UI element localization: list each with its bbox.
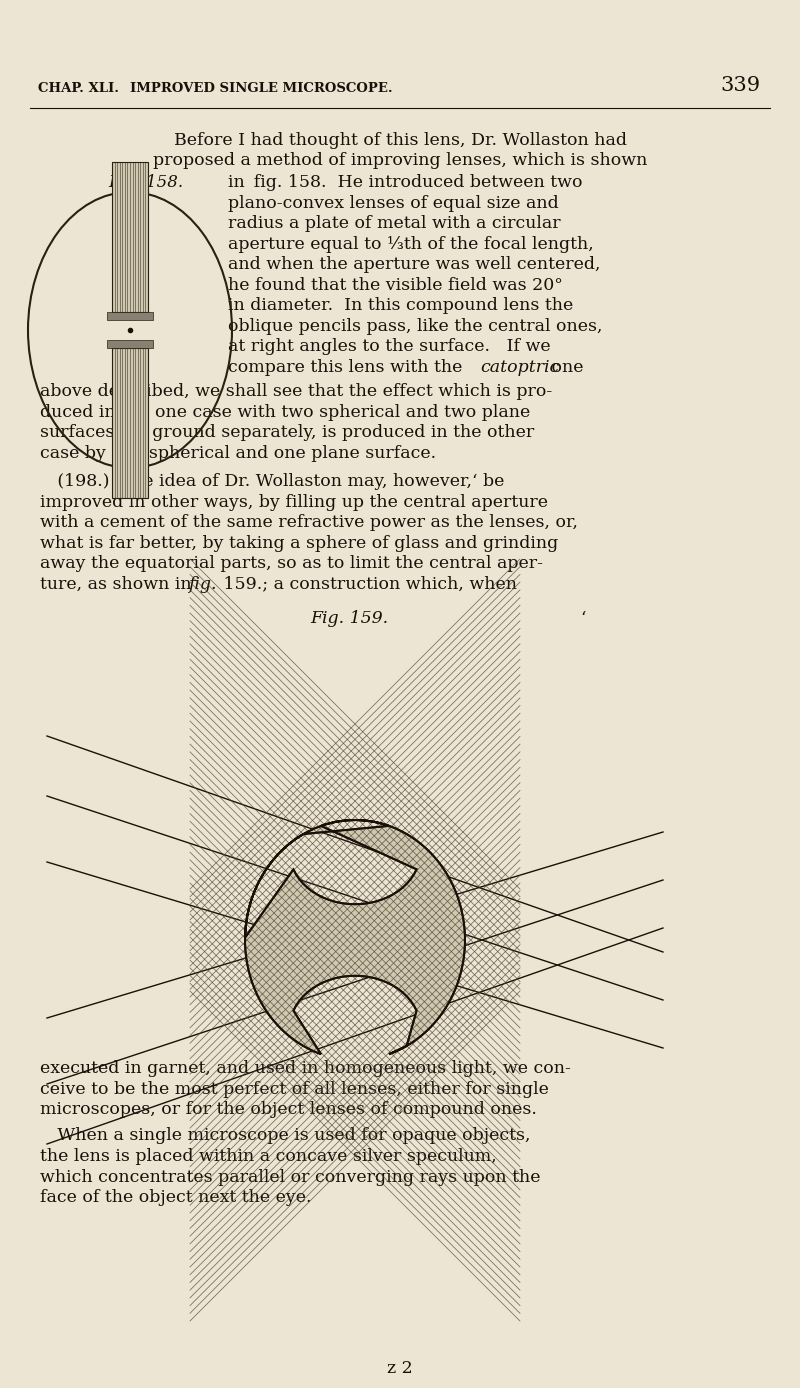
Polygon shape xyxy=(245,820,465,1053)
Text: (198.)  The idea of Dr. Wollaston may, however,‘ be: (198.) The idea of Dr. Wollaston may, ho… xyxy=(40,473,504,490)
Text: z 2: z 2 xyxy=(387,1360,413,1377)
Text: fig.: fig. xyxy=(188,576,217,593)
Text: above described, we shall see that the effect which is pro-: above described, we shall see that the e… xyxy=(40,383,552,400)
Text: face of the object next the eye.: face of the object next the eye. xyxy=(40,1190,311,1206)
Text: in diameter.  In this compound lens the: in diameter. In this compound lens the xyxy=(228,297,574,314)
Text: 159.; a construction which, when: 159.; a construction which, when xyxy=(218,576,517,593)
Text: improved in other ways, by filling up the central aperture: improved in other ways, by filling up th… xyxy=(40,494,548,511)
Text: surfaces, all ground separately, is produced in the other: surfaces, all ground separately, is prod… xyxy=(40,423,534,441)
Text: When a single microscope is used for opaque objects,: When a single microscope is used for opa… xyxy=(40,1127,530,1145)
Text: 339: 339 xyxy=(720,76,760,94)
Text: and when the aperture was well centered,: and when the aperture was well centered, xyxy=(228,255,601,273)
Text: compare this lens with the: compare this lens with the xyxy=(228,358,468,376)
Text: away the equatorial parts, so as to limit the central aper-: away the equatorial parts, so as to limi… xyxy=(40,555,543,572)
Text: ture, as shown in: ture, as shown in xyxy=(40,576,197,593)
Text: CHAP. XLI.: CHAP. XLI. xyxy=(38,82,119,94)
Text: one: one xyxy=(546,358,583,376)
Text: proposed a method of improving lenses, which is shown: proposed a method of improving lenses, w… xyxy=(153,153,647,169)
Text: microscopes, or for the object lenses of compound ones.: microscopes, or for the object lenses of… xyxy=(40,1101,537,1117)
Text: ceive to be the most perfect of all lenses, either for single: ceive to be the most perfect of all lens… xyxy=(40,1080,549,1098)
Text: Fig. 158.: Fig. 158. xyxy=(108,174,183,192)
Text: in  fig. 158.  He introduced between two: in fig. 158. He introduced between two xyxy=(228,174,582,192)
Bar xyxy=(106,312,154,321)
Text: aperture equal to ⅓th of the focal length,: aperture equal to ⅓th of the focal lengt… xyxy=(228,236,594,253)
Text: he found that the visible field was 20°: he found that the visible field was 20° xyxy=(228,276,563,293)
Bar xyxy=(106,340,154,348)
Text: IMPROVED SINGLE MICROSCOPE.: IMPROVED SINGLE MICROSCOPE. xyxy=(130,82,393,94)
Text: Fig. 159.: Fig. 159. xyxy=(310,609,388,627)
Text: ‘: ‘ xyxy=(580,609,586,627)
Text: duced in the one case with two spherical and two plane: duced in the one case with two spherical… xyxy=(40,404,530,421)
Text: catoptric: catoptric xyxy=(480,358,559,376)
Text: radius a plate of metal with a circular: radius a plate of metal with a circular xyxy=(228,215,561,232)
Bar xyxy=(112,162,148,312)
Text: oblique pencils pass, like the central ones,: oblique pencils pass, like the central o… xyxy=(228,318,602,335)
Text: the lens is placed within a concave silver speculum,: the lens is placed within a concave silv… xyxy=(40,1148,497,1165)
Text: plano-convex lenses of equal size and: plano-convex lenses of equal size and xyxy=(228,194,558,211)
Text: at right angles to the surface.   If we: at right angles to the surface. If we xyxy=(228,339,550,355)
Bar xyxy=(112,348,148,498)
Text: Before I had thought of this lens, Dr. Wollaston had: Before I had thought of this lens, Dr. W… xyxy=(174,132,626,149)
Text: what is far better, by taking a sphere of glass and grinding: what is far better, by taking a sphere o… xyxy=(40,534,558,551)
Text: case by one spherical and one plane surface.: case by one spherical and one plane surf… xyxy=(40,444,436,461)
Text: with a cement of the same refractive power as the lenses, or,: with a cement of the same refractive pow… xyxy=(40,514,578,532)
Text: executed in garnet, and used in homogeneous light, we con-: executed in garnet, and used in homogene… xyxy=(40,1060,571,1077)
Text: which concentrates parallel or converging rays upon the: which concentrates parallel or convergin… xyxy=(40,1169,541,1185)
